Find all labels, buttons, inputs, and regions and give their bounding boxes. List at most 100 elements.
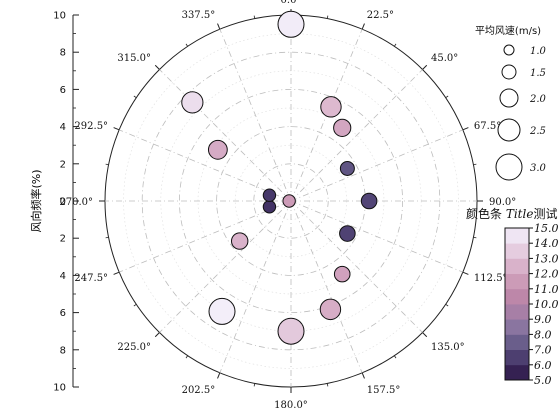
data-point (277, 10, 305, 38)
colorbar-segment (505, 319, 529, 335)
y-tick-label: 0 (60, 197, 66, 208)
y-tick-label: 10 (53, 11, 66, 22)
colorbar-segment (505, 228, 529, 244)
size-legend-marker (501, 64, 517, 80)
data-point (262, 200, 277, 214)
colorbar-tick-label: 12.0 (534, 268, 559, 281)
angle-tick-major (154, 64, 160, 70)
speed-size-legend: 平均风速(m/s) 1.0 1.5 2.0 2.5 3.0 (475, 25, 547, 181)
colorbar-tick-label: 7.0 (534, 344, 552, 357)
y-tick-label: 8 (60, 345, 66, 356)
spoke (290, 69, 423, 202)
angle-label: 0.0° (281, 0, 302, 6)
angle-tick-minor (253, 15, 256, 19)
angle-label: 247.5° (74, 273, 108, 284)
data-point (339, 160, 355, 176)
y-tick-label: 6 (60, 85, 66, 96)
angle-tick-minor (133, 304, 137, 307)
colorbar-tick-label: 8.0 (534, 328, 552, 341)
size-legend-label: 1.5 (530, 68, 546, 79)
angle-tick-minor (473, 163, 477, 166)
spoke (119, 200, 292, 273)
angle-tick-major (462, 271, 469, 275)
angle-tick-minor (105, 163, 109, 166)
y-axis-label: 风向频率(%) (29, 169, 43, 232)
angle-label: 337.5° (182, 10, 216, 21)
size-legend-title: 平均风速(m/s) (475, 25, 541, 37)
size-legend-marker (499, 88, 519, 108)
angle-tick-minor (185, 43, 188, 47)
angle-tick-major (422, 64, 428, 70)
angle-label: 90.0° (489, 197, 516, 208)
colorbar-segment (505, 273, 529, 290)
colorbar-tick-label: 13.0 (534, 252, 559, 265)
size-legend-marker (497, 118, 521, 142)
y-tick-label: 2 (60, 234, 66, 245)
spoke (290, 129, 463, 202)
data-point (333, 118, 352, 137)
angle-label: 270.0° (59, 197, 93, 208)
colorbar-title: 颜色条 Title测试 (466, 206, 557, 221)
colorbar-segment (505, 364, 529, 381)
data-points (181, 10, 378, 345)
colorbar: 5.0 6.0 7.0 8.0 9.0 10.0 11.0 12.0 13.0 14.0 15.0颜… (466, 206, 559, 387)
angle-tick-minor (326, 15, 329, 19)
y-tick-label: 4 (60, 122, 66, 133)
colorbar-tick-label: 15.0 (534, 222, 559, 235)
spoke (119, 129, 292, 202)
angle-label: 135.0° (431, 342, 465, 353)
y-tick-label: 10 (53, 383, 66, 394)
data-point (277, 317, 305, 345)
spoke (290, 200, 463, 273)
angle-tick-major (217, 372, 221, 379)
angle-tick-major (154, 332, 160, 338)
angle-label: 202.5° (182, 385, 216, 396)
angle-tick-minor (253, 383, 256, 387)
y-tick-label: 8 (60, 48, 66, 59)
angle-tick-minor (133, 95, 137, 98)
colorbar-tick-label: 11.0 (534, 283, 559, 296)
size-legend-label: 1.0 (530, 46, 547, 57)
spoke (159, 200, 292, 333)
spoke (290, 200, 363, 373)
y-tick-label: 6 (60, 308, 66, 319)
colorbar-tick-label: 14.0 (534, 237, 559, 250)
angle-tick-major (113, 271, 120, 275)
data-point (333, 265, 351, 283)
angle-label: 157.5° (367, 385, 401, 396)
angle-labels: 0.0° 22.5° 45.0° 67.5° 90.0° 112.5° 135.0° 157.… (59, 0, 516, 411)
angle-tick-major (361, 23, 365, 30)
data-point (319, 298, 342, 321)
colorbar-segment (505, 243, 529, 259)
angle-tick-major (462, 127, 469, 131)
data-point (231, 232, 249, 250)
data-point (320, 96, 342, 118)
angle-tick-minor (326, 383, 329, 387)
angle-label: 180.0° (274, 400, 308, 411)
colorbar-segment (505, 288, 529, 305)
angle-tick-minor (445, 304, 449, 307)
angle-tick-minor (394, 355, 397, 359)
angle-label: 22.5° (367, 10, 394, 21)
angle-tick-minor (394, 43, 397, 47)
data-point (360, 192, 378, 210)
spoke (159, 69, 292, 202)
angle-tick-major (113, 127, 120, 131)
data-point (282, 194, 296, 208)
size-legend-marker (503, 44, 515, 56)
angle-tick-minor (185, 355, 188, 359)
data-point (181, 91, 204, 114)
spoke (219, 29, 292, 202)
colorbar-tick-label: 9.0 (534, 313, 552, 326)
angle-tick-minor (445, 95, 449, 98)
size-legend-label: 2.5 (529, 126, 546, 137)
angle-tick-major (361, 372, 365, 379)
angle-label: 112.5° (474, 273, 508, 284)
size-legend-label: 3.0 (530, 163, 547, 174)
angle-label: 292.5° (74, 121, 108, 132)
colorbar-segment (505, 334, 529, 350)
data-point (207, 139, 228, 160)
size-legend-label: 2.0 (529, 94, 547, 105)
angle-label: 67.5° (474, 121, 501, 132)
colorbar-tick-label: 6.0 (534, 359, 552, 372)
